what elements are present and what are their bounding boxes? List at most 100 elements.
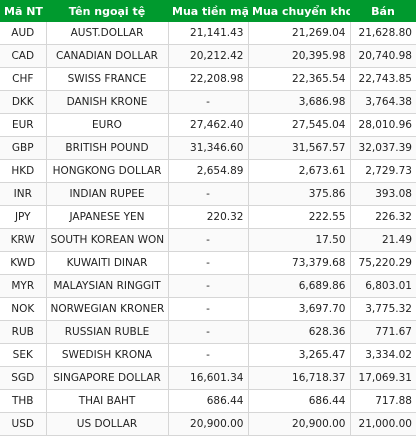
table-row: USD US DOLLAR 20,900.00 20,900.00 21,000.00 bbox=[0, 412, 416, 436]
currency-code-cell: RUB bbox=[0, 320, 47, 344]
currency-name-cell: THAI BAHT bbox=[46, 389, 169, 413]
transfer-buy-cell: 20,900.00 bbox=[248, 412, 351, 436]
transfer-buy-cell: 20,395.98 bbox=[248, 44, 351, 68]
cash-buy-cell: 686.44 bbox=[168, 389, 249, 413]
sell-cell: 21.49 bbox=[350, 228, 416, 252]
sell-cell: 3,764.38 bbox=[350, 90, 416, 114]
column-header-sell: Bán bbox=[350, 0, 416, 22]
cash-buy-cell: - bbox=[168, 251, 249, 275]
sell-cell: 21,000.00 bbox=[350, 412, 416, 436]
currency-name-cell: US DOLLAR bbox=[46, 412, 169, 436]
transfer-buy-cell: 3,686.98 bbox=[248, 90, 351, 114]
table-header-row: Mã NT Tên ngoại tệ Mua tiền mặt Mua chuy… bbox=[0, 0, 416, 22]
table-row: KWD KUWAITI DINAR -73,379.68 75,220.29 bbox=[0, 251, 416, 275]
currency-code-cell: CAD bbox=[0, 44, 47, 68]
sell-cell: 771.67 bbox=[350, 320, 416, 344]
cash-buy-cell: 220.32 bbox=[168, 205, 249, 229]
cash-buy-cell: - bbox=[168, 228, 249, 252]
currency-name-cell: RUSSIAN RUBLE bbox=[46, 320, 169, 344]
currency-code-cell: SEK bbox=[0, 343, 47, 367]
currency-name-cell: BRITISH POUND bbox=[46, 136, 169, 160]
cash-buy-cell: 2,654.89 bbox=[168, 159, 249, 183]
column-header-currency-name: Tên ngoại tệ bbox=[46, 0, 168, 22]
cash-buy-cell: 31,346.60 bbox=[168, 136, 249, 160]
currency-name-cell: INDIAN RUPEE bbox=[46, 182, 169, 206]
table-row: EUR EURO 27,462.40 27,545.04 28,010.96 bbox=[0, 113, 416, 137]
currency-name-cell: EURO bbox=[46, 113, 169, 137]
currency-name-cell: HONGKONG DOLLAR bbox=[46, 159, 169, 183]
transfer-buy-cell: 16,718.37 bbox=[248, 366, 351, 390]
currency-code-cell: KWD bbox=[0, 251, 47, 275]
transfer-buy-cell: 375.86 bbox=[248, 182, 351, 206]
currency-code-cell: HKD bbox=[0, 159, 47, 183]
sell-cell: 21,628.80 bbox=[350, 22, 416, 45]
currency-name-cell: DANISH KRONE bbox=[46, 90, 169, 114]
sell-cell: 2,729.73 bbox=[350, 159, 416, 183]
cash-buy-cell: 21,141.43 bbox=[168, 22, 249, 45]
cash-buy-cell: - bbox=[168, 297, 249, 321]
currency-name-cell: AUST.DOLLAR bbox=[46, 22, 169, 45]
currency-code-cell: DKK bbox=[0, 90, 47, 114]
transfer-buy-cell: 3,265.47 bbox=[248, 343, 351, 367]
transfer-buy-cell: 21,269.04 bbox=[248, 22, 351, 45]
table-row: AUD AUST.DOLLAR 21,141.43 21,269.04 21,628.8… bbox=[0, 22, 416, 45]
currency-name-cell: SWISS FRANCE bbox=[46, 67, 169, 91]
currency-name-cell: SINGAPORE DOLLAR bbox=[46, 366, 169, 390]
cash-buy-cell: 27,462.40 bbox=[168, 113, 249, 137]
currency-code-cell: EUR bbox=[0, 113, 47, 137]
transfer-buy-cell: 73,379.68 bbox=[248, 251, 351, 275]
cash-buy-cell: 22,208.98 bbox=[168, 67, 249, 91]
transfer-buy-cell: 27,545.04 bbox=[248, 113, 351, 137]
currency-code-cell: NOK bbox=[0, 297, 47, 321]
cash-buy-cell: - bbox=[168, 320, 249, 344]
table-row: NOK NORWEGIAN KRONER -3,697.70 3,775.32 bbox=[0, 297, 416, 321]
sell-cell: 3,775.32 bbox=[350, 297, 416, 321]
sell-cell: 32,037.39 bbox=[350, 136, 416, 160]
cash-buy-cell: - bbox=[168, 274, 249, 298]
column-header-cash-buy: Mua tiền mặt bbox=[168, 0, 248, 22]
table-row: JPY JAPANESE YEN 220.32 222.55 226.32 bbox=[0, 205, 416, 229]
sell-cell: 17,069.31 bbox=[350, 366, 416, 390]
currency-name-cell: NORWEGIAN KRONER bbox=[46, 297, 169, 321]
sell-cell: 393.08 bbox=[350, 182, 416, 206]
sell-cell: 3,334.02 bbox=[350, 343, 416, 367]
table-row: THB THAI BAHT 686.44 686.44 717.88 bbox=[0, 389, 416, 413]
table-row: SEK SWEDISH KRONA -3,265.47 3,334.02 bbox=[0, 343, 416, 367]
currency-code-cell: AUD bbox=[0, 22, 47, 45]
currency-code-cell: THB bbox=[0, 389, 47, 413]
table-body: AUD AUST.DOLLAR 21,141.43 21,269.04 21,628.8… bbox=[0, 22, 416, 436]
currency-name-cell: CANADIAN DOLLAR bbox=[46, 44, 169, 68]
currency-name-cell: SWEDISH KRONA bbox=[46, 343, 169, 367]
table-row: INR INDIAN RUPEE -375.86 393.08 bbox=[0, 182, 416, 206]
column-header-transfer-buy: Mua chuyển khoản bbox=[248, 0, 350, 22]
currency-code-cell: JPY bbox=[0, 205, 47, 229]
cash-buy-cell: 16,601.34 bbox=[168, 366, 249, 390]
transfer-buy-cell: 17.50 bbox=[248, 228, 351, 252]
transfer-buy-cell: 22,365.54 bbox=[248, 67, 351, 91]
column-header-code: Mã NT bbox=[0, 0, 46, 22]
sell-cell: 22,743.85 bbox=[350, 67, 416, 91]
table-row: KRW SOUTH KOREAN WON -17.50 21.49 bbox=[0, 228, 416, 252]
sell-cell: 717.88 bbox=[350, 389, 416, 413]
table-row: SGD SINGAPORE DOLLAR 16,601.34 16,718.37 17,… bbox=[0, 366, 416, 390]
currency-name-cell: MALAYSIAN RINGGIT bbox=[46, 274, 169, 298]
table-row: HKD HONGKONG DOLLAR 2,654.89 2,673.61 2,729.… bbox=[0, 159, 416, 183]
table-row: MYR MALAYSIAN RINGGIT -6,689.86 6,803.01 bbox=[0, 274, 416, 298]
table-row: DKK DANISH KRONE -3,686.98 3,764.38 bbox=[0, 90, 416, 114]
sell-cell: 226.32 bbox=[350, 205, 416, 229]
currency-code-cell: SGD bbox=[0, 366, 47, 390]
table-row: CAD CANADIAN DOLLAR 20,212.42 20,395.98 20,7… bbox=[0, 44, 416, 68]
cash-buy-cell: 20,900.00 bbox=[168, 412, 249, 436]
table-row: GBP BRITISH POUND 31,346.60 31,567.57 32,037… bbox=[0, 136, 416, 160]
transfer-buy-cell: 628.36 bbox=[248, 320, 351, 344]
currency-name-cell: JAPANESE YEN bbox=[46, 205, 169, 229]
transfer-buy-cell: 31,567.57 bbox=[248, 136, 351, 160]
transfer-buy-cell: 2,673.61 bbox=[248, 159, 351, 183]
currency-name-cell: SOUTH KOREAN WON bbox=[46, 228, 169, 252]
currency-code-cell: GBP bbox=[0, 136, 47, 160]
currency-code-cell: INR bbox=[0, 182, 47, 206]
sell-cell: 75,220.29 bbox=[350, 251, 416, 275]
sell-cell: 20,740.98 bbox=[350, 44, 416, 68]
cash-buy-cell: 20,212.42 bbox=[168, 44, 249, 68]
